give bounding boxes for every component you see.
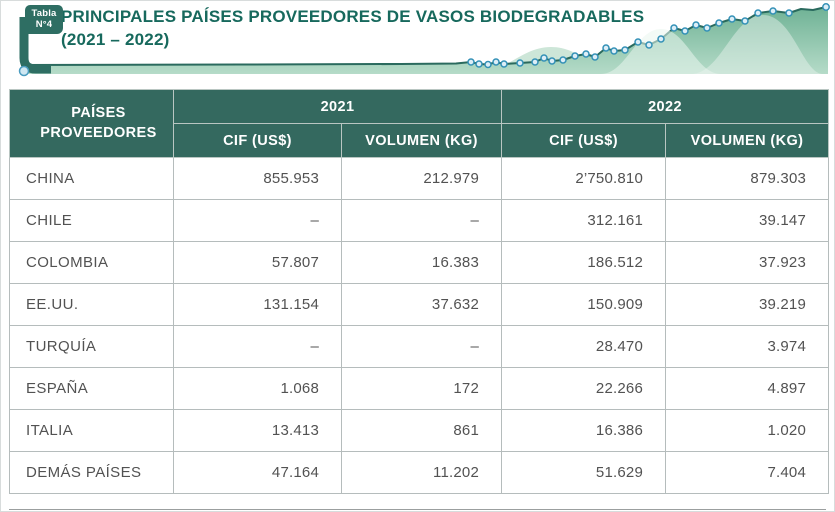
volumen-2022-cell: 39.219 — [665, 283, 830, 326]
cif-2021-cell: 13.413 — [173, 409, 342, 452]
country-cell: EE.UU. — [9, 283, 174, 326]
badge-line-bottom: N°4 — [35, 19, 53, 31]
cif-2022-cell: 150.909 — [501, 283, 667, 326]
cif-2021-cell: 1.068 — [173, 367, 342, 410]
cif-2021-cell: 47.164 — [173, 451, 342, 494]
page-footer: Fuente: SUNAT Elaboración: IDEXCAM — [9, 509, 826, 511]
table-row: CHILE – – 312.161 39.147 — [9, 199, 830, 242]
col-header-volumen-2022: VOLUMEN (KG) — [665, 123, 830, 158]
country-cell: CHINA — [9, 157, 174, 200]
table-row: ESPAÑA 1.068 172 22.266 4.897 — [9, 367, 830, 410]
volumen-2021-cell: – — [340, 199, 503, 242]
cif-2022-cell: 312.161 — [501, 199, 667, 242]
volumen-2022-cell: 1.020 — [665, 409, 830, 452]
cif-2021-cell: 855.953 — [173, 157, 342, 200]
table-row: COLOMBIA 57.807 16.383 186.512 37.923 — [9, 241, 830, 284]
connector-dot-icon — [18, 65, 30, 77]
cif-2021-cell: 131.154 — [173, 283, 342, 326]
page-title-line2: (2021 – 2022) — [61, 29, 170, 49]
volumen-2022-cell: 4.897 — [665, 367, 830, 410]
cif-2021-cell: – — [173, 325, 342, 368]
table-number-badge: Tabla N°4 — [25, 5, 63, 34]
page-header: Tabla N°4 PRINCIPALES PAÍSES PROVEEDORES… — [1, 1, 834, 87]
col-header-cif-2022: CIF (US$) — [501, 123, 667, 158]
cif-2021-cell: 57.807 — [173, 241, 342, 284]
table-row: EE.UU. 131.154 37.632 150.909 39.219 — [9, 283, 830, 326]
cif-2022-cell: 28.470 — [501, 325, 667, 368]
cif-2021-cell: – — [173, 199, 342, 242]
country-cell: DEMÁS PAÍSES — [9, 451, 174, 494]
col-header-paises-proveedores: PAÍSES PROVEEDORES — [9, 89, 174, 158]
col-header-cif-2021: CIF (US$) — [173, 123, 342, 158]
cif-2022-cell: 51.629 — [501, 451, 667, 494]
col-group-header-2021: 2021 — [172, 89, 503, 124]
volumen-2021-cell: – — [340, 325, 503, 368]
volumen-2022-cell: 3.974 — [665, 325, 830, 368]
page-title-line1: PRINCIPALES PAÍSES PROVEEDORES DE VASOS … — [61, 7, 645, 26]
volumen-2021-cell: 212.979 — [340, 157, 503, 200]
volumen-2021-cell: 16.383 — [340, 241, 503, 284]
volumen-2021-cell: 861 — [340, 409, 503, 452]
table-header-row-years: PAÍSES PROVEEDORES 2021 2022 — [9, 89, 830, 158]
table-row: TURQUÍA – – 28.470 3.974 — [9, 325, 830, 368]
providers-table-wrapper: PAÍSES PROVEEDORES 2021 2022 CIF (US$) V… — [9, 89, 830, 494]
volumen-2021-cell: 37.632 — [340, 283, 503, 326]
page-title: PRINCIPALES PAÍSES PROVEEDORES DE VASOS … — [61, 6, 644, 52]
badge-line-top: Tabla — [31, 8, 57, 19]
volumen-2022-cell: 37.923 — [665, 241, 830, 284]
cif-2022-cell: 16.386 — [501, 409, 667, 452]
volumen-2021-cell: 172 — [340, 367, 503, 410]
cif-2022-cell: 186.512 — [501, 241, 667, 284]
table-row: DEMÁS PAÍSES 47.164 11.202 51.629 7.404 — [9, 451, 830, 494]
country-cell: COLOMBIA — [9, 241, 174, 284]
col-group-header-2022: 2022 — [501, 89, 830, 124]
volumen-2022-cell: 7.404 — [665, 451, 830, 494]
cif-2022-cell: 2’750.810 — [501, 157, 667, 200]
country-cell: TURQUÍA — [9, 325, 174, 368]
country-cell: ESPAÑA — [9, 367, 174, 410]
volumen-2022-cell: 879.303 — [665, 157, 830, 200]
country-cell: ITALIA — [9, 409, 174, 452]
country-cell: CHILE — [9, 199, 174, 242]
table-row: ITALIA 13.413 861 16.386 1.020 — [9, 409, 830, 452]
providers-table: PAÍSES PROVEEDORES 2021 2022 CIF (US$) V… — [9, 89, 830, 494]
table-header-row-measures: CIF (US$) VOLUMEN (KG) CIF (US$) VOLUMEN… — [10, 123, 830, 158]
trend-chart-decoration-icon — [18, 3, 830, 77]
col-header-volumen-2021: VOLUMEN (KG) — [340, 123, 503, 158]
table-row: CHINA 855.953 212.979 2’750.810 879.303 — [9, 157, 830, 200]
volumen-2021-cell: 11.202 — [340, 451, 503, 494]
cif-2022-cell: 22.266 — [501, 367, 667, 410]
volumen-2022-cell: 39.147 — [665, 199, 830, 242]
